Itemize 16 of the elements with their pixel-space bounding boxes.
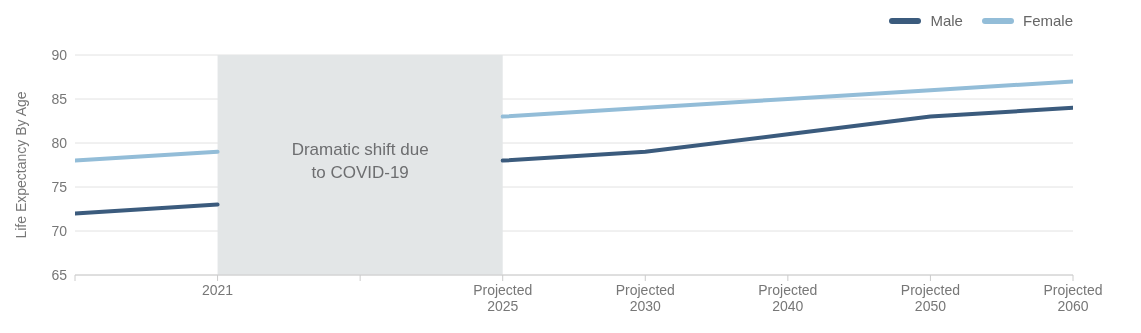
band-label: Dramatic shift due to COVID-19 bbox=[291, 140, 429, 182]
x-tick-label: Projected 2040 bbox=[758, 282, 818, 314]
legend-label: Male bbox=[929, 12, 963, 29]
x-tick-label: 2021 bbox=[201, 282, 234, 298]
y-tick-label: 90 bbox=[51, 46, 68, 63]
x-tick-label: Projected 2060 bbox=[1043, 282, 1103, 314]
y-tick-label: 85 bbox=[51, 90, 68, 107]
y-tick-label: 75 bbox=[51, 178, 68, 195]
y-tick-label: 65 bbox=[51, 266, 68, 283]
legend-label: Female bbox=[1021, 12, 1073, 29]
y-axis-title: Life Expectancy By Age bbox=[12, 91, 29, 239]
x-tick-label: Projected 2030 bbox=[615, 282, 675, 314]
y-tick-label: 70 bbox=[51, 222, 68, 239]
x-tick-label: Projected 2025 bbox=[473, 282, 533, 314]
y-tick-label: 80 bbox=[51, 134, 68, 151]
x-tick-label: Projected 2050 bbox=[900, 282, 961, 314]
